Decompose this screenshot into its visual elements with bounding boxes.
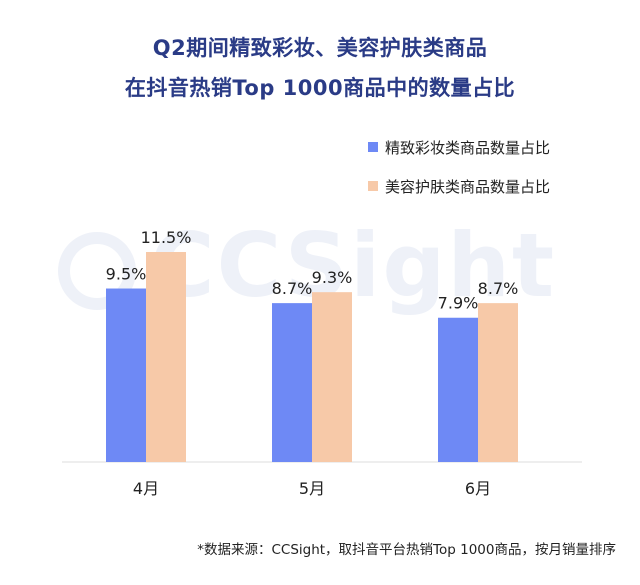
bar-1-2: [272, 303, 312, 462]
bar-2-2: [312, 292, 352, 462]
bar-2-3: [478, 303, 518, 462]
bar-1-3: [438, 317, 478, 462]
legend-item-series1: 精致彩妆类商品数量占比: [368, 137, 550, 157]
data-label-1-1: 9.5%: [106, 265, 147, 284]
chart-title-line2: 在抖音热销Top 1000商品中的数量占比: [124, 76, 516, 100]
bar-1-1: [106, 288, 146, 462]
legend-swatch-series2: [368, 181, 378, 191]
legend-label-series2: 美容护肤类商品数量占比: [385, 177, 551, 196]
bar-2-1: [146, 252, 186, 462]
x-tick-label-2: 5月: [299, 479, 325, 498]
data-label-2-2: 9.3%: [312, 268, 353, 287]
legend-swatch-series1: [368, 142, 378, 152]
watermark-text: CCSight: [150, 214, 557, 317]
data-label-2-1: 11.5%: [141, 228, 192, 247]
data-label-1-3: 7.9%: [438, 294, 479, 313]
x-tick-label-3: 6月: [465, 479, 491, 498]
data-label-2-3: 8.7%: [478, 279, 519, 298]
legend-label-series1: 精致彩妆类商品数量占比: [385, 138, 551, 157]
footnote: *数据来源：CCSight，取抖音平台热销Top 1000商品，按月销量排序: [197, 542, 616, 558]
chart-title-line1: Q2期间精致彩妆、美容护肤类商品: [152, 36, 488, 60]
legend-item-series2: 美容护肤类商品数量占比: [368, 176, 550, 196]
x-tick-label-1: 4月: [133, 479, 159, 498]
data-label-1-2: 8.7%: [272, 279, 313, 298]
